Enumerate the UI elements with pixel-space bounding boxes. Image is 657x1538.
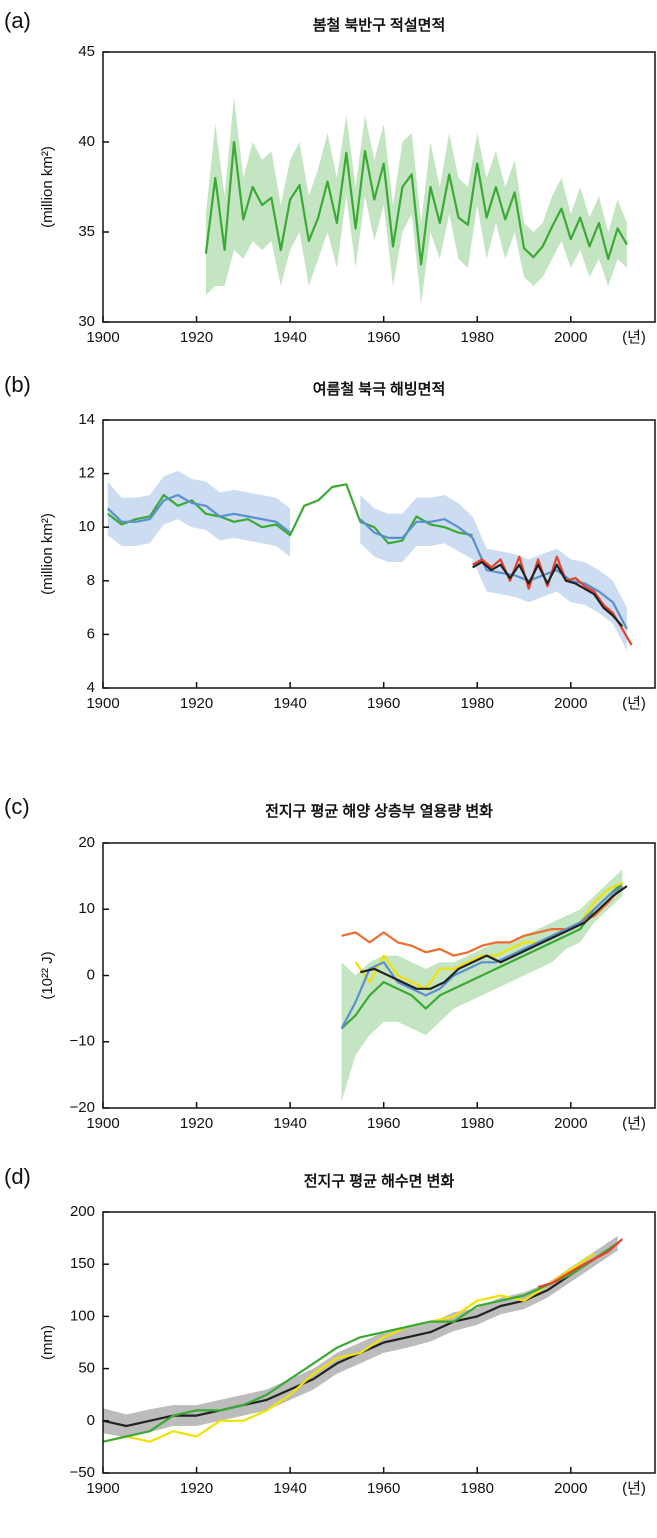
series-line [537,1238,624,1289]
y-tick-label: 20 [78,834,95,851]
plot-area [103,1236,624,1443]
panel-label: (c) [4,794,30,819]
series-line [340,881,624,1030]
x-axis-label: (년) [622,695,646,712]
x-tick-label: 2000 [554,329,587,346]
uncertainty-band [205,97,627,304]
y-tick-label: 0 [87,1412,95,1429]
y-tick-label: 50 [78,1360,95,1377]
uncertainty-band [360,495,627,651]
y-tick-label: 40 [78,133,95,150]
series-line [204,140,628,266]
x-tick-label: 1960 [367,1115,400,1132]
uncertainty-band [341,869,623,1102]
plot-area [106,470,633,651]
series-line [103,1242,619,1443]
x-axis-label: (년) [622,329,646,346]
x-tick-label: 2000 [554,1115,587,1132]
plot-frame [102,419,656,689]
x-tick-label: 1940 [273,1115,306,1132]
y-axis-label: (million km²) [39,513,56,595]
y-tick-label: 10 [78,518,95,535]
x-tick-label: 1980 [461,329,494,346]
x-tick-label: 1960 [367,1480,400,1497]
chart-title: 봄철 북반구 적설면적 [313,16,446,34]
plot-area [204,97,628,304]
x-tick-label: 1920 [180,1115,213,1132]
x-tick-label: 1980 [461,1480,494,1497]
series-line [472,555,633,646]
x-tick-label: 1900 [86,695,119,712]
y-axis-label: (million km²) [39,146,56,228]
y-tick-label: 12 [78,465,95,482]
chart-title: 전지구 평균 해수면 변화 [304,1172,455,1190]
uncertainty-band [107,470,291,557]
panel-label: (d) [4,1164,31,1189]
y-tick-label: 10 [78,900,95,917]
series-line [340,885,623,1030]
x-tick-label: 1940 [273,329,306,346]
y-tick-label: −50 [70,1464,95,1481]
y-tick-label: 30 [78,313,95,330]
x-axis-label: (년) [622,1480,646,1497]
y-tick-label: 35 [78,223,95,240]
y-tick-label: −10 [70,1033,95,1050]
panel-label: (b) [4,372,31,397]
plot-area [340,869,628,1102]
x-tick-label: 1920 [180,695,213,712]
x-tick-label: 1960 [367,329,400,346]
plot-frame [102,51,656,323]
chart-title: 여름철 북극 해빙면적 [313,380,446,398]
y-tick-label: 8 [87,572,95,589]
y-tick-label: −20 [70,1099,95,1116]
y-tick-label: 150 [70,1255,95,1272]
series-line [360,885,628,990]
x-tick-label: 1940 [273,695,306,712]
y-tick-label: 6 [87,625,95,642]
y-tick-label: 14 [78,411,95,428]
uncertainty-band [103,1236,618,1438]
x-tick-label: 1920 [180,1480,213,1497]
x-tick-label: 1900 [86,1115,119,1132]
x-tick-label: 2000 [554,1480,587,1497]
y-axis-label: (mm) [39,1325,56,1360]
x-tick-label: 1980 [461,695,494,712]
y-tick-label: 0 [87,966,95,983]
y-tick-label: 4 [87,679,95,696]
y-tick-label: 100 [70,1307,95,1324]
x-axis-label: (년) [622,1115,646,1132]
y-axis-label: (10²² J) [39,951,56,999]
x-tick-label: 1940 [273,1480,306,1497]
x-tick-label: 1920 [180,329,213,346]
series-line [472,560,624,628]
series-line [103,1242,619,1428]
x-tick-label: 1900 [86,329,119,346]
y-tick-label: 200 [70,1203,95,1220]
x-tick-label: 1960 [367,695,400,712]
chart-title: 전지구 평균 해양 상층부 열용량 변화 [265,802,493,820]
plot-frame [102,1211,656,1474]
x-tick-label: 1900 [86,1480,119,1497]
x-tick-label: 2000 [554,695,587,712]
y-tick-label: 45 [78,43,95,60]
panel-label: (a) [4,8,31,33]
x-tick-label: 1980 [461,1115,494,1132]
